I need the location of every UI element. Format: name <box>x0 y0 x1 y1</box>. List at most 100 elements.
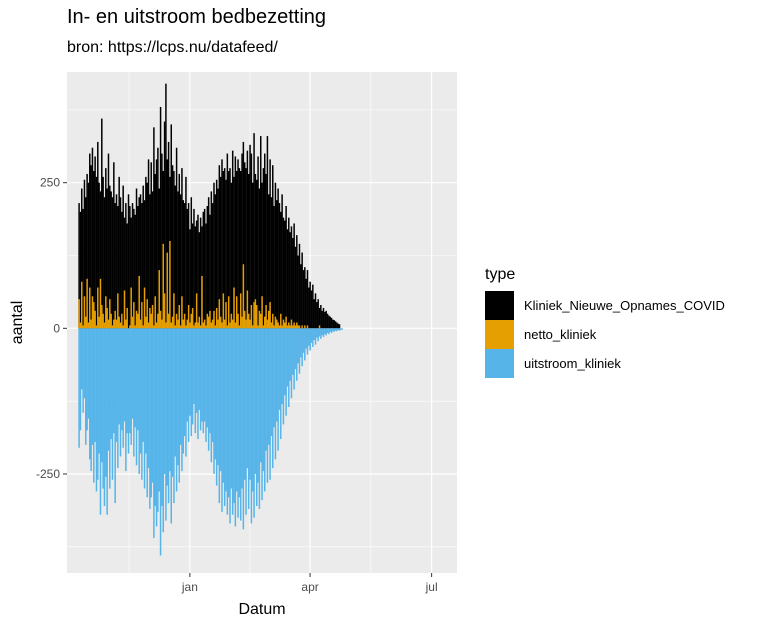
bar <box>222 293 225 329</box>
bar <box>213 328 215 474</box>
bar <box>249 144 251 329</box>
bar <box>134 214 136 329</box>
bar <box>273 205 275 329</box>
bar <box>313 299 315 329</box>
bar <box>107 328 110 451</box>
y-axis: -250 0 250 <box>36 176 67 481</box>
bar <box>301 252 303 329</box>
bar <box>272 313 274 329</box>
bar <box>86 328 88 431</box>
bar <box>251 182 254 329</box>
bar <box>266 328 269 483</box>
bar <box>146 182 148 329</box>
bar <box>238 325 241 329</box>
bar <box>146 328 148 498</box>
bar <box>246 150 249 329</box>
bar <box>226 325 229 329</box>
bar <box>175 147 178 329</box>
bar <box>253 302 255 329</box>
bar <box>262 325 265 329</box>
bar <box>222 328 225 483</box>
bar <box>251 328 254 492</box>
bar <box>99 191 102 329</box>
bar <box>161 328 163 507</box>
bar <box>89 153 91 329</box>
bar <box>91 147 94 329</box>
bar <box>290 328 293 399</box>
bar <box>305 328 307 349</box>
bar <box>117 205 119 329</box>
bar <box>113 162 115 329</box>
bar <box>187 203 190 329</box>
bar <box>289 328 291 381</box>
bar <box>143 328 146 489</box>
bar <box>330 328 333 333</box>
bar <box>219 316 222 329</box>
bar <box>101 118 103 329</box>
bar <box>247 173 250 329</box>
bar <box>334 321 337 329</box>
bar <box>247 328 250 509</box>
x-tick-label: apr <box>301 580 318 594</box>
bar <box>95 176 98 329</box>
bar <box>137 205 139 329</box>
x-axis: jan apr jul <box>181 573 438 594</box>
bar <box>79 211 82 329</box>
bar <box>268 310 270 329</box>
bar <box>218 328 221 504</box>
bar <box>102 328 104 489</box>
bar <box>110 328 112 440</box>
bar <box>163 293 166 329</box>
bar <box>151 305 154 329</box>
bar <box>119 322 122 329</box>
bar <box>173 293 175 329</box>
bar <box>242 141 245 329</box>
bar <box>151 328 154 483</box>
bar <box>273 325 275 329</box>
bar <box>194 226 197 329</box>
bar <box>308 328 310 346</box>
bar <box>181 296 183 329</box>
bar <box>282 328 285 425</box>
bar <box>109 328 111 489</box>
bar <box>286 328 289 387</box>
bar <box>297 328 299 364</box>
bar <box>249 319 251 329</box>
bar <box>213 310 215 329</box>
bar <box>225 302 227 329</box>
bar <box>289 232 291 329</box>
bar <box>222 171 225 329</box>
bar <box>186 208 189 329</box>
bar <box>255 305 258 329</box>
bar <box>175 328 178 492</box>
bar <box>218 299 221 329</box>
bar <box>281 194 283 329</box>
bar <box>302 328 305 353</box>
bar <box>221 322 223 329</box>
bar <box>111 325 114 329</box>
bar <box>238 168 241 329</box>
bar <box>206 205 209 329</box>
bar <box>191 223 194 329</box>
bar <box>81 188 83 329</box>
bar <box>179 328 182 445</box>
bar <box>211 319 214 329</box>
bar <box>330 317 333 329</box>
bar <box>218 165 221 329</box>
bar <box>91 328 94 445</box>
bar <box>103 328 106 507</box>
bar <box>147 159 150 329</box>
bar <box>230 182 233 329</box>
bar <box>101 328 103 463</box>
bar <box>87 328 90 419</box>
bar <box>122 325 124 329</box>
bar <box>276 328 278 422</box>
bar <box>326 328 329 333</box>
bar <box>87 182 90 329</box>
bar <box>178 328 181 483</box>
bar <box>260 136 262 329</box>
bar <box>190 197 193 329</box>
bar <box>183 328 186 437</box>
bar <box>129 325 131 329</box>
bar <box>203 328 206 422</box>
